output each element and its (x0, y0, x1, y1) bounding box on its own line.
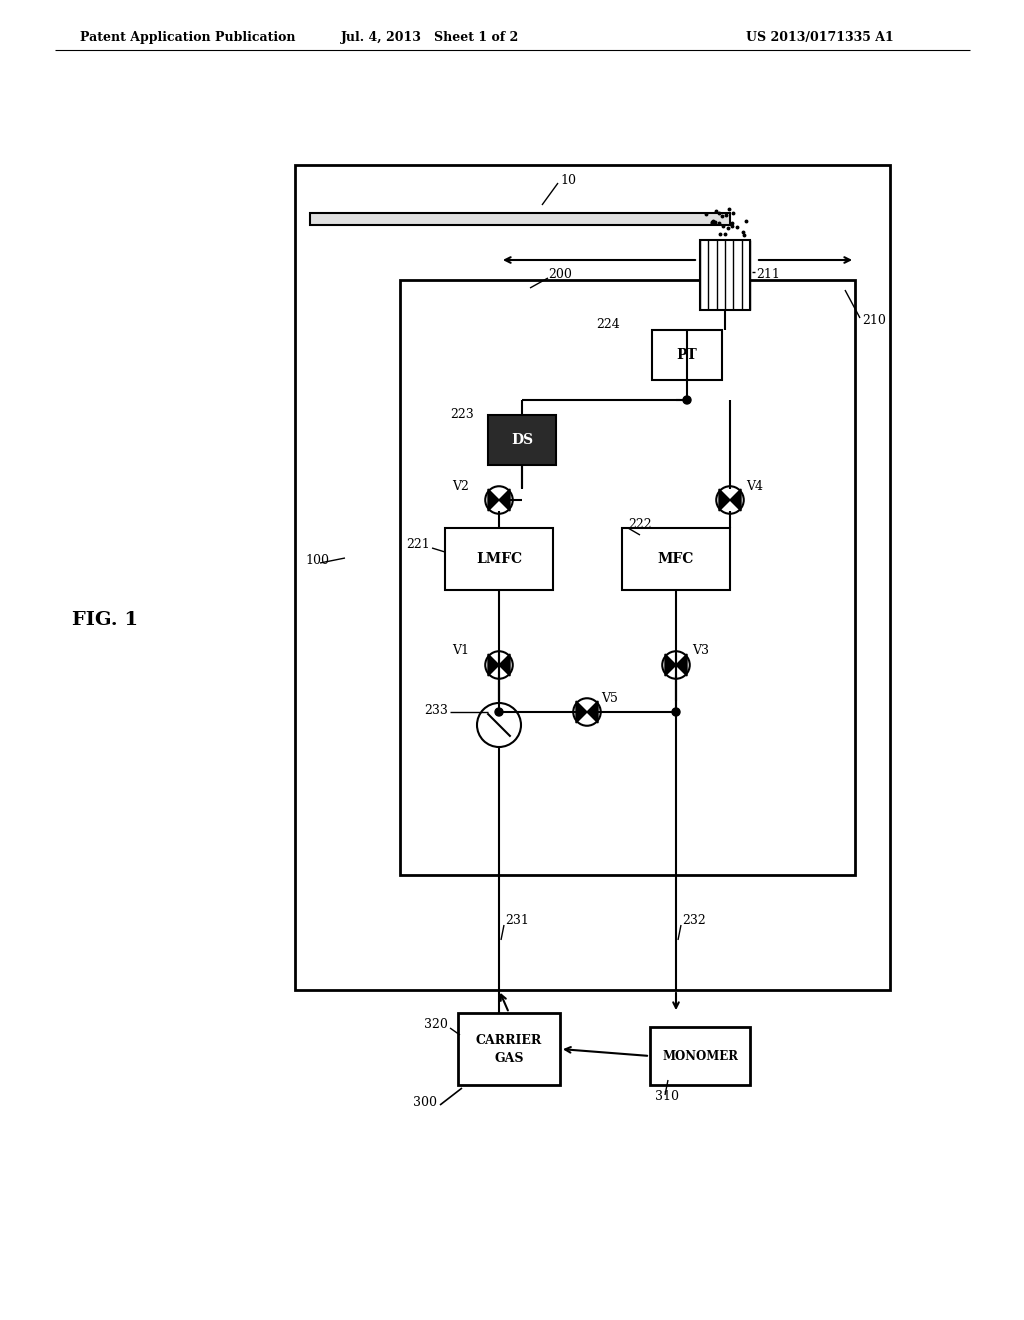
Text: PT: PT (677, 348, 697, 362)
Text: 210: 210 (862, 314, 886, 326)
Text: 310: 310 (655, 1090, 679, 1104)
Polygon shape (575, 701, 587, 723)
Bar (652, 330, 722, 380)
Text: V4: V4 (746, 479, 763, 492)
Text: LMFC: LMFC (476, 552, 522, 566)
Circle shape (683, 396, 691, 404)
Bar (458, 1012, 560, 1085)
Text: 232: 232 (682, 913, 706, 927)
Bar (650, 1027, 750, 1085)
Text: 10: 10 (560, 173, 575, 186)
Polygon shape (665, 653, 676, 676)
Bar (295, 165, 890, 990)
Polygon shape (676, 653, 687, 676)
Text: V3: V3 (692, 644, 709, 657)
Polygon shape (719, 488, 730, 511)
Text: CARRIER: CARRIER (476, 1034, 542, 1047)
Bar (445, 528, 553, 590)
Text: V5: V5 (601, 692, 617, 705)
Text: 100: 100 (305, 553, 329, 566)
Text: V2: V2 (453, 479, 469, 492)
Polygon shape (499, 653, 510, 676)
Text: 200: 200 (548, 268, 571, 281)
Polygon shape (499, 488, 510, 511)
Bar (488, 414, 556, 465)
Polygon shape (587, 701, 598, 723)
Polygon shape (488, 653, 499, 676)
Text: 222: 222 (628, 519, 651, 532)
Text: DS: DS (511, 433, 534, 447)
Text: Jul. 4, 2013   Sheet 1 of 2: Jul. 4, 2013 Sheet 1 of 2 (341, 30, 519, 44)
Text: 223: 223 (451, 408, 474, 421)
Polygon shape (730, 488, 741, 511)
Bar (622, 528, 730, 590)
Circle shape (672, 708, 680, 715)
Bar (310, 213, 730, 224)
Text: 231: 231 (505, 913, 528, 927)
Text: MFC: MFC (657, 552, 694, 566)
Circle shape (495, 708, 503, 715)
Text: 221: 221 (407, 539, 430, 552)
Bar (700, 240, 750, 310)
Text: 211: 211 (756, 268, 780, 281)
Text: MONOMER: MONOMER (662, 1049, 738, 1063)
Text: 224: 224 (596, 318, 620, 330)
Text: GAS: GAS (495, 1052, 523, 1064)
Text: US 2013/0171335 A1: US 2013/0171335 A1 (746, 30, 894, 44)
Text: 320: 320 (424, 1019, 449, 1031)
Text: 233: 233 (424, 704, 449, 717)
Text: FIG. 1: FIG. 1 (72, 611, 138, 630)
Polygon shape (488, 488, 499, 511)
Bar (400, 280, 855, 875)
Text: 300: 300 (413, 1096, 437, 1109)
Text: V1: V1 (452, 644, 469, 657)
Text: Patent Application Publication: Patent Application Publication (80, 30, 296, 44)
